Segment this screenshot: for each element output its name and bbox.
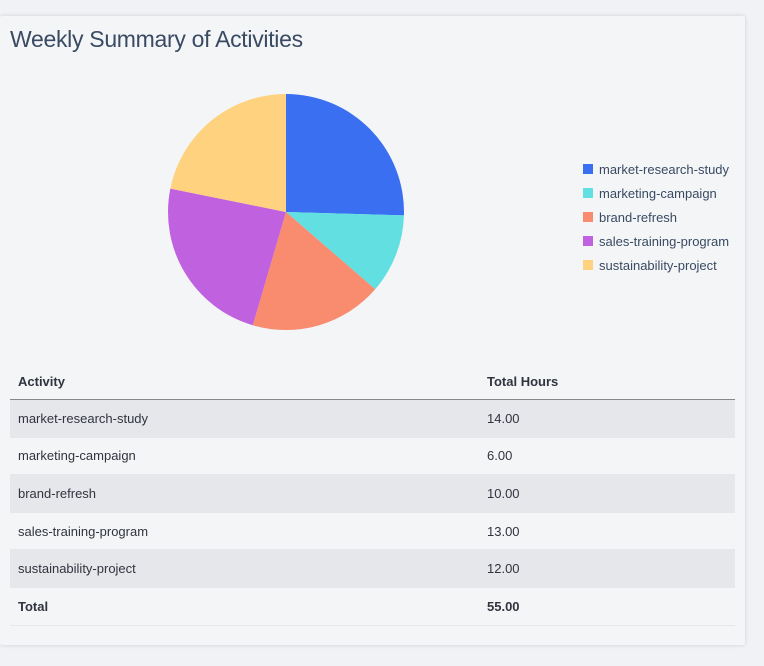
table-row: sales-training-program 13.00 — [10, 512, 735, 551]
legend: market-research-study marketing-campaign b… — [583, 157, 729, 277]
cell-hours: 13.00 — [479, 512, 735, 551]
legend-swatch — [583, 236, 593, 246]
cell-activity: sales-training-program — [10, 512, 479, 551]
table-row: sustainability-project 12.00 — [10, 549, 735, 588]
table-row: brand-refresh 10.00 — [10, 474, 735, 513]
pie-slice-sales-training-program[interactable] — [167, 188, 286, 326]
legend-item[interactable]: marketing-campaign — [583, 181, 729, 205]
pie-slice-marketing-campaign[interactable] — [286, 212, 404, 290]
legend-label: sustainability-project — [599, 257, 717, 273]
legend-swatch — [583, 260, 593, 270]
legend-item[interactable]: sales-training-program — [583, 229, 729, 253]
total-row: Total 55.00 — [10, 587, 735, 626]
pie-slice-market-research-study[interactable] — [286, 94, 404, 216]
header-activity: Activity — [10, 363, 479, 400]
table-row: market-research-study 14.00 — [10, 399, 735, 438]
legend-label: market-research-study — [599, 161, 730, 177]
legend-label: brand-refresh — [599, 209, 678, 225]
legend-swatch — [583, 212, 593, 222]
pie-slice-brand-refresh[interactable] — [252, 212, 376, 330]
pie-chart — [167, 94, 404, 330]
legend-item[interactable]: sustainability-project — [583, 253, 729, 277]
summary-table: Activity Total Hours market-research-stu… — [10, 363, 735, 626]
legend-item[interactable]: brand-refresh — [583, 205, 729, 229]
cell-activity: market-research-study — [10, 399, 479, 438]
total-label: Total — [10, 587, 479, 626]
summary-card: Weekly Summary of Activities market-rese… — [0, 16, 745, 645]
total-value: 55.00 — [479, 587, 735, 626]
cell-hours: 12.00 — [479, 549, 735, 588]
legend-swatch — [583, 188, 593, 198]
legend-swatch — [583, 164, 593, 174]
table-row: marketing-campaign 6.00 — [10, 437, 735, 476]
cell-activity: marketing-campaign — [10, 437, 479, 476]
legend-item[interactable]: market-research-study — [583, 157, 729, 181]
pie-slice-sustainability-project[interactable] — [170, 94, 286, 212]
cell-hours: 6.00 — [479, 437, 735, 476]
cell-activity: brand-refresh — [10, 474, 479, 513]
cell-activity: sustainability-project — [10, 549, 479, 588]
cell-hours: 10.00 — [479, 474, 735, 513]
cell-hours: 14.00 — [479, 399, 735, 438]
header-total-hours: Total Hours — [479, 363, 735, 400]
legend-label: sales-training-program — [599, 233, 730, 249]
card-title: Weekly Summary of Activities — [10, 26, 303, 52]
table-header-row: Activity Total Hours — [10, 363, 735, 400]
legend-label: marketing-campaign — [599, 185, 717, 201]
